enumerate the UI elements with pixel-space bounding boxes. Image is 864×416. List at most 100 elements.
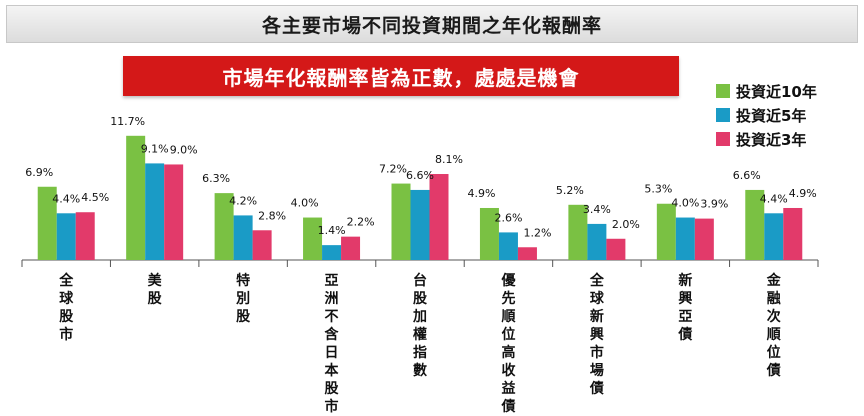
category-label-char: 股 <box>148 291 163 307</box>
bar-5y-1 <box>56 213 76 260</box>
category-label-char: 順 <box>501 309 516 325</box>
headline-banner: 市場年化報酬率皆為正數，處處是機會 <box>123 56 679 96</box>
category-label-char: 順 <box>767 327 782 343</box>
value-label-5y-7: 3.4% <box>583 203 611 216</box>
category-label-char: 美 <box>148 272 163 289</box>
legend-swatch-5y <box>716 108 730 122</box>
category-label-char: 全 <box>58 272 74 289</box>
category-label-char: 次 <box>767 308 781 325</box>
legend-item-5y: 投資近5年 <box>716 103 817 127</box>
category-label-char: 市 <box>590 344 604 361</box>
legend-label-3y: 投資近3年 <box>736 130 807 149</box>
category-label-char: 指 <box>413 344 427 361</box>
category-label-char: 益 <box>501 380 515 397</box>
category-label-char: 球 <box>590 290 605 307</box>
value-label-10y-8: 5.3% <box>644 183 672 196</box>
bar-10y-1 <box>37 186 57 260</box>
category-label-char: 數 <box>413 362 427 379</box>
category-label-char: 球 <box>59 290 74 307</box>
category-label-char: 全 <box>589 272 605 289</box>
value-label-10y-6: 4.9% <box>467 187 495 200</box>
bar-3y-9 <box>783 207 803 260</box>
category-label-char: 含 <box>325 326 340 343</box>
bar-5y-5 <box>410 189 430 260</box>
category-label-char: 收 <box>501 362 516 379</box>
category-label-char: 別 <box>235 291 250 307</box>
value-label-10y-1: 6.9% <box>25 166 53 179</box>
bar-3y-6 <box>517 247 537 260</box>
value-label-3y-9: 4.9% <box>789 187 817 200</box>
category-label-char: 場 <box>590 362 604 379</box>
category-label-char: 亞 <box>325 273 339 289</box>
value-label-10y-7: 5.2% <box>556 184 584 197</box>
value-label-10y-5: 7.2% <box>379 163 407 176</box>
value-label-5y-3: 4.2% <box>229 194 257 207</box>
bar-10y-5 <box>391 183 411 260</box>
bar-3y-5 <box>429 174 449 260</box>
value-label-3y-3: 2.8% <box>258 209 286 222</box>
bar-5y-2 <box>145 163 165 260</box>
category-label-char: 特 <box>236 272 250 289</box>
value-label-3y-8: 3.9% <box>700 198 728 211</box>
bar-10y-8 <box>656 203 676 260</box>
bar-10y-9 <box>745 189 765 260</box>
value-label-10y-9: 6.6% <box>733 169 761 182</box>
legend: 投資近10年 投資近5年 投資近3年 <box>716 79 817 151</box>
legend-swatch-10y <box>716 84 730 98</box>
category-label-char: 亞 <box>678 309 692 325</box>
value-label-3y-1: 4.5% <box>81 191 109 204</box>
bar-10y-6 <box>479 207 499 260</box>
value-label-5y-2: 9.1% <box>141 142 169 155</box>
chart-title-bar: 各主要市場不同投資期間之年化報酬率 <box>6 5 858 43</box>
value-label-5y-4: 1.4% <box>318 224 346 237</box>
category-label-char: 優 <box>500 272 516 289</box>
legend-swatch-3y <box>716 132 730 146</box>
category-label-char: 股 <box>325 381 340 397</box>
category-label-char: 債 <box>500 398 515 415</box>
value-label-5y-8: 4.0% <box>671 197 699 210</box>
bar-5y-7 <box>587 223 607 260</box>
category-label-char: 洲 <box>325 291 339 307</box>
category-label-char: 股 <box>59 309 74 325</box>
legend-label-5y: 投資近5年 <box>736 106 807 125</box>
bar-10y-3 <box>214 193 234 260</box>
value-label-3y-6: 1.2% <box>523 226 551 239</box>
category-label-char: 不 <box>325 309 339 325</box>
category-label-char: 市 <box>59 326 73 343</box>
category-label-char: 位 <box>767 344 781 361</box>
bar-5y-3 <box>233 215 253 260</box>
category-label-char: 高 <box>501 344 515 361</box>
value-label-5y-5: 6.6% <box>406 169 434 182</box>
value-label-5y-6: 2.6% <box>494 211 522 224</box>
bar-3y-1 <box>75 212 95 260</box>
category-label-char: 權 <box>413 326 427 343</box>
category-label-char: 債 <box>766 362 781 379</box>
value-label-10y-3: 6.3% <box>202 172 230 185</box>
category-label-char: 市 <box>325 398 339 415</box>
category-label-char: 興 <box>590 327 604 343</box>
value-label-5y-1: 4.4% <box>52 192 80 205</box>
bar-3y-7 <box>606 238 626 260</box>
bar-5y-4 <box>322 245 342 260</box>
category-label-char: 金 <box>766 272 782 289</box>
legend-item-10y: 投資近10年 <box>716 79 817 103</box>
category-label-char: 位 <box>501 326 515 343</box>
bar-3y-8 <box>694 218 714 260</box>
category-label-char: 新 <box>678 272 692 289</box>
bar-5y-6 <box>498 232 518 260</box>
value-label-5y-9: 4.4% <box>760 192 788 205</box>
bar-3y-3 <box>252 230 272 260</box>
bar-3y-2 <box>164 164 184 260</box>
legend-label-10y: 投資近10年 <box>736 82 817 101</box>
category-label-char: 興 <box>678 291 692 307</box>
value-label-10y-4: 4.0% <box>291 197 319 210</box>
value-label-10y-2: 11.7% <box>110 115 145 128</box>
category-label-char: 融 <box>767 290 781 307</box>
category-label-char: 股 <box>413 291 428 307</box>
bar-10y-4 <box>303 217 323 260</box>
value-label-3y-7: 2.0% <box>612 218 640 231</box>
category-label-char: 先 <box>501 290 515 307</box>
category-label-char: 股 <box>236 309 251 325</box>
bar-3y-4 <box>341 236 361 260</box>
